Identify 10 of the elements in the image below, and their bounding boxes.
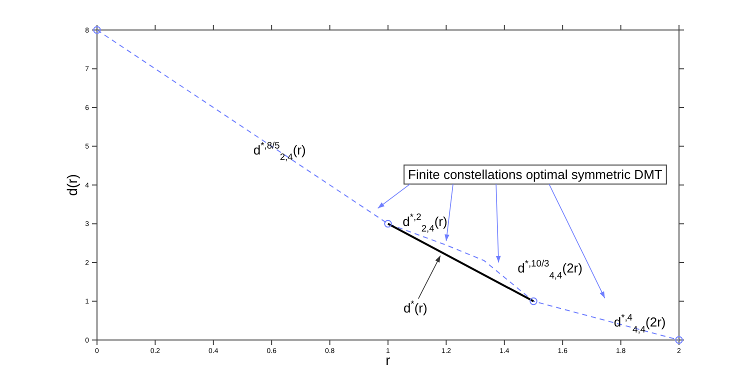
point	[384, 220, 392, 228]
point	[530, 297, 538, 306]
annotation: Finite constellations optimal symmetric DMT	[408, 167, 662, 182]
annotation: d$^{*,4}$$_{4,4}$(2r)	[614, 312, 666, 334]
annotation: d$^{*,10/3}$$_{4,4}$(2r)	[518, 258, 582, 280]
annotation: d$^{*}$(r)	[403, 298, 428, 316]
x-axis-title: r	[386, 352, 391, 368]
annotation: d$^{*,8/5}$$_{2,4}$(r)	[253, 140, 306, 162]
annotation: d$^{*,2}$$_{2,4}$(r)	[402, 212, 448, 234]
y-axis-title: d(r)	[64, 174, 80, 196]
